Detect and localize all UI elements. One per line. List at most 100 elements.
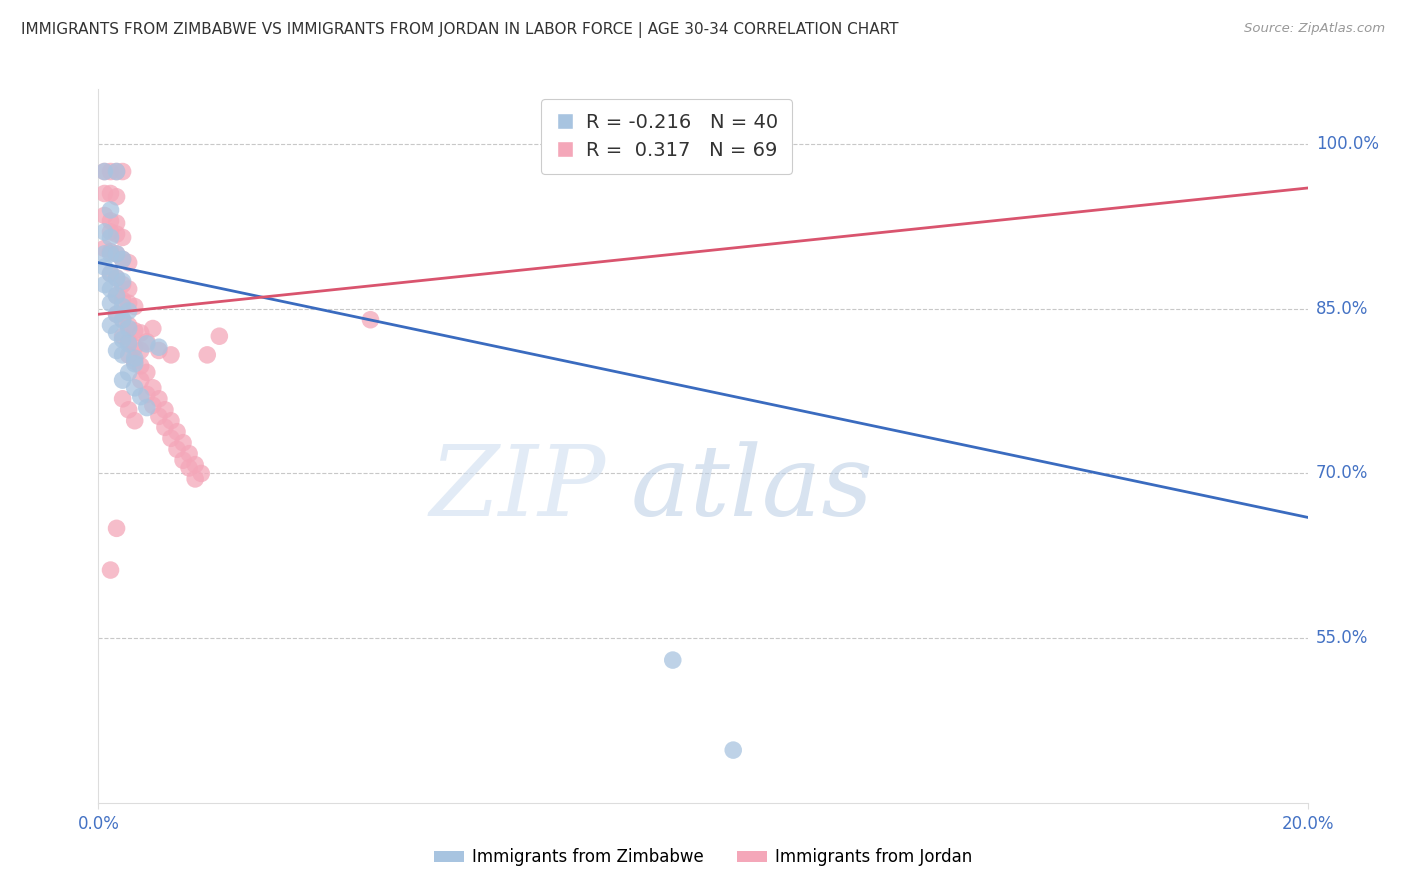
Point (177, 461, 201, 475)
Point (111, 274, 134, 288)
Point (111, 333, 134, 347)
Point (118, 348, 141, 362)
Point (105, 271, 128, 285)
Point (105, 343, 128, 358)
Point (118, 337, 141, 351)
Point (118, 318, 141, 333)
Point (208, 329, 231, 343)
Legend: Immigrants from Zimbabwe, Immigrants from Jordan: Immigrants from Zimbabwe, Immigrants fro… (427, 842, 979, 873)
Point (105, 190, 128, 204)
Point (124, 357, 146, 371)
Point (135, 334, 157, 349)
Point (135, 337, 157, 351)
Point (153, 402, 176, 417)
Point (118, 304, 141, 318)
Point (124, 414, 146, 428)
Point (93, 247, 115, 261)
Point (118, 282, 141, 296)
Point (111, 252, 134, 267)
Point (360, 312, 382, 326)
Point (105, 247, 128, 261)
Point (93, 164, 115, 178)
Point (124, 324, 146, 338)
Point (184, 458, 207, 472)
Point (160, 431, 183, 445)
Point (129, 390, 152, 404)
Point (661, 653, 683, 667)
Point (105, 307, 128, 321)
Point (100, 247, 122, 261)
Point (166, 425, 188, 439)
Point (148, 343, 170, 358)
Text: 85.0%: 85.0% (1316, 300, 1368, 318)
Point (166, 442, 188, 457)
Point (100, 230, 122, 244)
Point (124, 381, 146, 395)
Point (118, 255, 141, 269)
Point (118, 402, 141, 417)
Point (111, 277, 134, 292)
Point (172, 453, 194, 467)
Point (111, 164, 134, 178)
Point (135, 387, 157, 401)
Point (105, 288, 128, 302)
Point (118, 296, 141, 310)
Point (135, 366, 157, 380)
Text: ZIP: ZIP (430, 442, 606, 536)
Point (153, 420, 176, 434)
Text: Source: ZipAtlas.com: Source: ZipAtlas.com (1244, 22, 1385, 36)
Point (93, 277, 115, 292)
Point (111, 230, 134, 244)
Point (105, 288, 128, 302)
Text: atlas: atlas (630, 442, 873, 536)
Point (195, 348, 218, 362)
Point (111, 252, 134, 267)
Point (172, 435, 194, 450)
Point (142, 321, 165, 335)
Point (124, 340, 146, 354)
Point (100, 318, 122, 333)
Point (105, 216, 128, 230)
Point (100, 267, 122, 281)
Point (93, 209, 115, 223)
Point (111, 348, 134, 362)
Point (184, 472, 207, 486)
Text: 100.0%: 100.0% (1316, 135, 1379, 153)
Point (100, 244, 122, 259)
Point (100, 296, 122, 310)
Point (148, 340, 170, 354)
Point (105, 227, 128, 241)
Point (129, 326, 152, 340)
Point (93, 225, 115, 239)
Point (111, 293, 134, 307)
Point (177, 447, 201, 461)
Point (124, 354, 146, 368)
Point (105, 271, 128, 285)
Point (129, 343, 152, 358)
Point (100, 202, 122, 217)
Point (111, 392, 134, 406)
Point (105, 164, 128, 178)
Point (111, 329, 134, 343)
Point (160, 348, 183, 362)
Point (100, 225, 122, 239)
Point (105, 326, 128, 340)
Point (111, 312, 134, 326)
Point (100, 282, 122, 296)
Point (105, 521, 128, 535)
Text: IMMIGRANTS FROM ZIMBABWE VS IMMIGRANTS FROM JORDAN IN LABOR FORCE | AGE 30-34 CO: IMMIGRANTS FROM ZIMBABWE VS IMMIGRANTS F… (21, 22, 898, 38)
Point (142, 398, 165, 412)
Point (100, 186, 122, 201)
Point (111, 300, 134, 314)
Text: 55.0%: 55.0% (1316, 629, 1368, 647)
Point (118, 321, 141, 335)
Point (93, 164, 115, 178)
Point (100, 164, 122, 178)
Point (721, 743, 744, 757)
Point (118, 334, 141, 349)
Point (93, 241, 115, 255)
Point (118, 366, 141, 380)
Point (607, 137, 630, 152)
Point (148, 409, 170, 424)
Point (105, 307, 128, 321)
